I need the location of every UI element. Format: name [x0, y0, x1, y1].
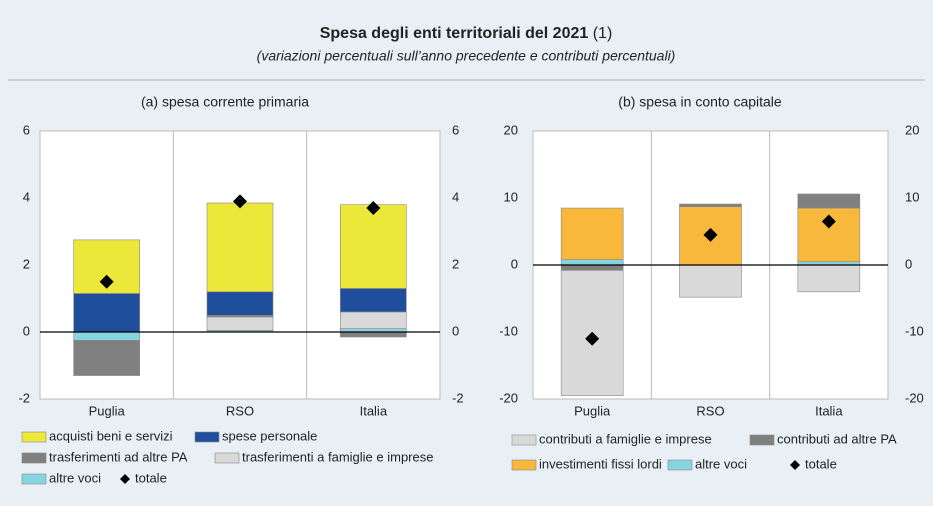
- legend-label: altre voci: [695, 456, 747, 471]
- bar-segment: [560, 264, 624, 271]
- x-tick-label: RSO: [696, 403, 724, 418]
- y2-tick-label: 4: [452, 189, 459, 204]
- bar-segment: [206, 291, 274, 316]
- legend-label: spese personale: [222, 428, 317, 443]
- bar-segment: [797, 264, 861, 293]
- y-tick-label: 4: [23, 189, 30, 204]
- bar-segment: [206, 316, 274, 331]
- y2-tick-label: -20: [905, 390, 924, 405]
- y-tick-label: 20: [504, 122, 518, 137]
- bar-segment: [560, 259, 624, 266]
- legend-marker: [790, 460, 800, 470]
- legend-label: trasferimenti a famiglie e imprese: [242, 449, 433, 464]
- legend-swatch: [21, 431, 47, 443]
- y2-tick-label: 6: [452, 122, 459, 137]
- total-marker: [99, 274, 114, 289]
- bar-segment: [206, 202, 274, 293]
- subtitle: (variazioni percentuali sull’anno preced…: [257, 48, 676, 64]
- legend-label: totale: [805, 456, 837, 471]
- bar-segment: [679, 264, 742, 298]
- legend-swatch: [511, 434, 537, 446]
- y-tick-label: -10: [499, 323, 518, 338]
- bar-segment: [560, 207, 624, 260]
- legend-swatch: [214, 452, 240, 464]
- legend-label: acquisti beni e servizi: [49, 428, 173, 443]
- bar-segment: [679, 203, 742, 208]
- bar-segment: [340, 311, 407, 329]
- y2-tick-label: 20: [905, 122, 919, 137]
- bar-segment: [73, 331, 140, 341]
- y-tick-label: 2: [23, 256, 30, 271]
- title-note: (1): [593, 25, 613, 42]
- bar-segment: [340, 204, 407, 289]
- x-tick-label: Puglia: [89, 403, 126, 418]
- bar-segment: [340, 331, 407, 338]
- y-tick-label: 0: [23, 323, 30, 338]
- y-tick-label: 10: [504, 189, 518, 204]
- y-tick-label: 0: [511, 256, 518, 271]
- bar-segment: [340, 288, 407, 313]
- x-tick-label: RSO: [226, 403, 254, 418]
- legend-swatch: [194, 431, 220, 443]
- title-text: Spesa degli enti territoriali del 2021: [320, 25, 589, 42]
- y2-tick-label: -10: [905, 323, 924, 338]
- y2-tick-label: 0: [905, 256, 912, 271]
- legend-label: contributi ad altre PA: [777, 431, 897, 446]
- panel-title: (a) spesa corrente primaria: [141, 94, 309, 110]
- y-tick-label: -2: [18, 390, 30, 405]
- bar-segment: [73, 340, 140, 376]
- legend-swatch: [21, 473, 47, 485]
- total-marker: [703, 227, 718, 242]
- y2-tick-label: 2: [452, 256, 459, 271]
- page-title: Spesa degli enti territoriali del 2021 (…: [320, 25, 613, 42]
- legend-label: investimenti fissi lordi: [539, 456, 662, 471]
- panel-title: (b) spesa in conto capitale: [618, 94, 782, 110]
- x-tick-label: Italia: [360, 403, 388, 418]
- bar-segment: [73, 293, 140, 333]
- legend-label: totale: [135, 470, 167, 485]
- total-marker: [585, 331, 600, 346]
- y-tick-label: 6: [23, 122, 30, 137]
- total-marker: [366, 201, 381, 216]
- x-tick-label: Italia: [815, 403, 843, 418]
- y2-tick-label: 0: [452, 323, 459, 338]
- legend-swatch: [21, 452, 47, 464]
- bar-segment: [797, 193, 861, 209]
- total-marker: [821, 214, 836, 229]
- y2-tick-label: 10: [905, 189, 919, 204]
- x-tick-label: Puglia: [574, 403, 611, 418]
- y2-tick-label: -2: [452, 390, 464, 405]
- y-tick-label: -20: [499, 390, 518, 405]
- legend-label: trasferimenti ad altre PA: [49, 449, 188, 464]
- legend-marker: [120, 474, 130, 484]
- legend-swatch: [749, 434, 775, 446]
- legend-label: altre voci: [49, 470, 101, 485]
- legend-label: contributi a famiglie e imprese: [539, 431, 712, 446]
- legend-swatch: [511, 459, 537, 471]
- legend-swatch: [667, 459, 693, 471]
- total-marker: [233, 194, 247, 209]
